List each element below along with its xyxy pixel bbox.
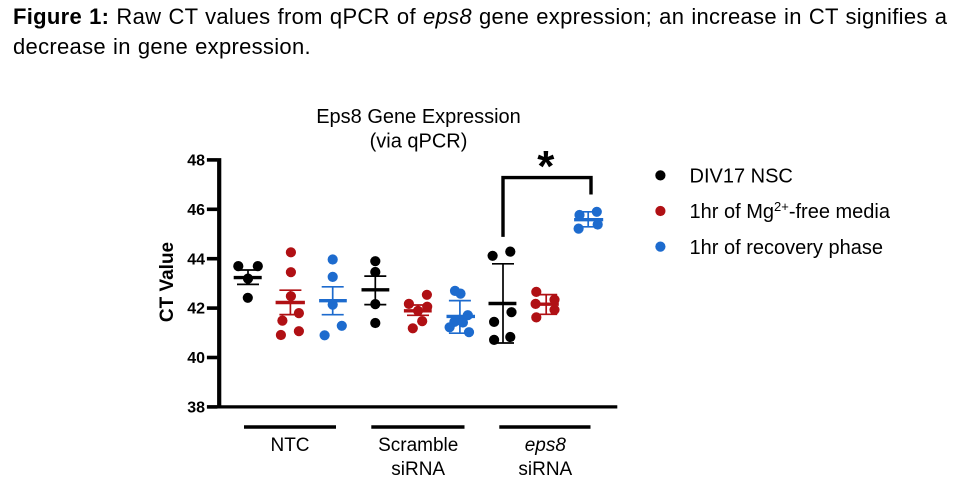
svg-text:NTC: NTC	[270, 435, 309, 456]
svg-text:Eps8 Gene Expression: Eps8 Gene Expression	[316, 106, 521, 128]
svg-text:Scramble: Scramble	[378, 435, 458, 456]
svg-text:CT Value: CT Value	[157, 242, 178, 322]
svg-text:40: 40	[187, 350, 205, 367]
svg-text:38: 38	[187, 400, 205, 417]
svg-text:42: 42	[187, 301, 205, 318]
svg-text:1hr of recovery phase: 1hr of recovery phase	[690, 237, 883, 259]
svg-text:48: 48	[187, 153, 205, 170]
svg-text:46: 46	[187, 202, 205, 219]
svg-text:siRNA: siRNA	[518, 459, 572, 480]
svg-text:DIV17 NSC: DIV17 NSC	[690, 166, 793, 188]
svg-text:44: 44	[187, 251, 205, 268]
svg-text:siRNA: siRNA	[391, 459, 445, 480]
svg-text:(via qPCR): (via qPCR)	[370, 131, 468, 153]
svg-text:1hr of Mg2+-free media: 1hr of Mg2+-free media	[690, 199, 891, 223]
svg-text:*: *	[537, 142, 555, 191]
svg-text:eps8: eps8	[525, 435, 567, 456]
